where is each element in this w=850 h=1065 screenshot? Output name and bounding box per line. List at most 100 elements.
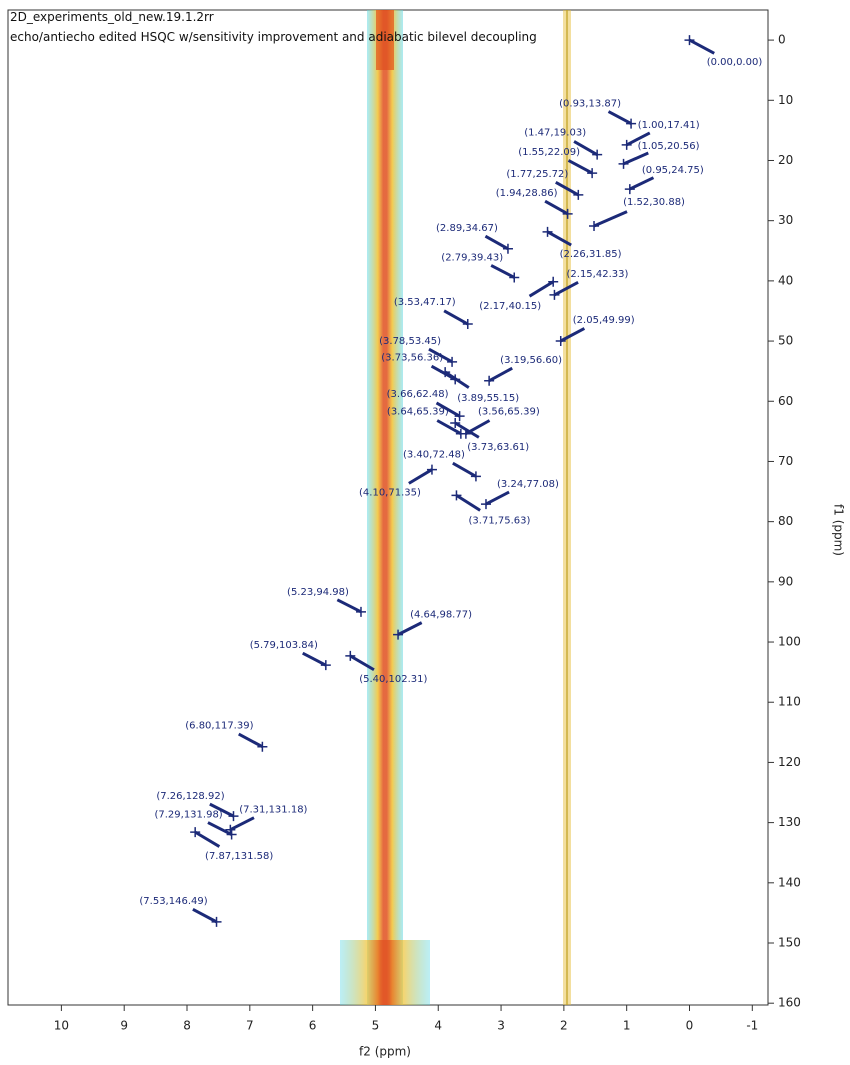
peak-arrow — [544, 199, 569, 216]
y-tick-label: 0 — [778, 33, 786, 47]
peak-label: (3.73,63.61) — [467, 442, 529, 453]
peak-arrow — [229, 816, 255, 832]
peak-label: (5.40,102.31) — [359, 674, 427, 685]
peak-arrow — [607, 110, 632, 125]
peak-label: (1.47,19.03) — [524, 128, 586, 139]
y-tick-label: 30 — [778, 213, 793, 227]
peak-marker — [454, 411, 465, 422]
peak-arrow — [435, 401, 461, 418]
solvent-band — [367, 10, 403, 1005]
x-tick-label: -1 — [746, 1019, 758, 1033]
peak-label: (2.15,42.33) — [567, 269, 629, 280]
y-tick-label: 140 — [778, 875, 801, 889]
x-axis-label: f2 (ppm) — [359, 1045, 411, 1059]
peak-label: (2.89,34.67) — [436, 223, 498, 234]
peak-marker — [621, 139, 632, 150]
peak-arrow — [553, 280, 579, 297]
y-tick-label: 60 — [778, 394, 793, 408]
x-tick-label: 1 — [623, 1019, 631, 1033]
peak-marker — [440, 367, 451, 378]
peak-arrow — [336, 598, 362, 614]
peak-marker — [618, 158, 629, 169]
peak-arrow — [488, 366, 513, 383]
peak-marker — [502, 243, 513, 254]
peak-arrow — [408, 468, 433, 485]
peak-marker — [589, 220, 600, 231]
peak-arrow — [629, 176, 655, 191]
peak-label: (0.95,24.75) — [642, 165, 704, 176]
peak-arrow — [444, 370, 470, 389]
peak-label: (0.93,13.87) — [559, 99, 621, 110]
peak-label: (2.26,31.85) — [560, 249, 622, 260]
peak-marker — [592, 149, 603, 160]
peak-marker — [624, 184, 635, 195]
peak-label: (2.17,40.15) — [479, 301, 541, 312]
peak-marker — [345, 650, 356, 661]
peak-arrow — [452, 461, 477, 478]
peak-arrow — [688, 38, 715, 55]
y-tick-label: 40 — [778, 273, 793, 287]
peak-arrow — [625, 131, 651, 147]
peak-label: (1.00,17.41) — [638, 120, 700, 131]
peak-label: (1.55,22.09) — [518, 147, 580, 158]
x-tick-label: 4 — [434, 1019, 442, 1033]
peak-arrow — [454, 421, 480, 439]
peak-marker — [228, 811, 239, 822]
y-tick-label: 20 — [778, 153, 793, 167]
peak-marker — [393, 629, 404, 640]
peak-arrow — [560, 327, 586, 343]
y-tick-label: 110 — [778, 695, 801, 709]
peak-label: (2.05,49.99) — [573, 315, 635, 326]
peak-label: (3.64,65.39) — [387, 407, 449, 418]
y-tick-label: 160 — [778, 996, 801, 1010]
x-tick-label: 0 — [686, 1019, 694, 1033]
peak-arrow — [192, 907, 218, 924]
peak-arrow — [194, 830, 221, 848]
x-tick-label: 5 — [372, 1019, 380, 1033]
peak-marker — [462, 319, 473, 330]
peak-marker — [587, 168, 598, 179]
peak-arrow — [484, 234, 509, 251]
x-tick-label: 2 — [560, 1019, 568, 1033]
peak-marker — [226, 829, 237, 840]
peak-label: (0.00,0.00) — [707, 57, 763, 68]
y-tick-label: 100 — [778, 635, 801, 649]
peak-arrow — [455, 494, 481, 512]
peak-arrow — [207, 821, 233, 836]
peak-label: (7.26,128.92) — [156, 791, 224, 802]
peak-label: (1.52,30.88) — [623, 197, 685, 208]
peak-marker — [542, 226, 553, 237]
y-tick-label: 10 — [778, 93, 793, 107]
peak-arrow — [349, 654, 375, 672]
y-tick-label: 120 — [778, 755, 801, 769]
peak-marker — [451, 490, 462, 501]
peak-marker — [355, 606, 366, 617]
solvent-band-bottom — [340, 940, 430, 1005]
peak-marker — [190, 827, 201, 838]
peak-arrow — [573, 140, 598, 156]
peak-arrow — [443, 309, 469, 326]
y-tick-label: 50 — [778, 334, 793, 348]
peak-label: (4.10,71.35) — [359, 488, 421, 499]
peak-arrow — [397, 621, 423, 636]
peak-label: (3.24,77.08) — [497, 479, 559, 490]
solvent-band-top — [376, 10, 394, 70]
peak-marker — [548, 276, 559, 287]
peak-label: (3.40,72.48) — [403, 449, 465, 460]
x-tick-label: 3 — [497, 1019, 505, 1033]
peak-label: (5.23,94.98) — [287, 587, 349, 598]
peak-label: (1.77,25.72) — [506, 169, 568, 180]
peak-label: (7.31,131.18) — [239, 805, 307, 816]
peak-label: (3.89,55.15) — [457, 393, 519, 404]
peak-arrow — [209, 802, 235, 818]
y-tick-label: 150 — [778, 936, 801, 950]
peak-marker — [447, 356, 458, 367]
peak-marker — [320, 660, 331, 671]
peak-label: (1.05,20.56) — [638, 141, 700, 152]
y-axis-label: f1 (ppm) — [832, 504, 846, 556]
peak-marker — [426, 464, 437, 475]
peak-arrow — [528, 280, 554, 298]
peak-label: (7.29,131.98) — [154, 810, 222, 821]
peak-marker — [573, 189, 584, 200]
